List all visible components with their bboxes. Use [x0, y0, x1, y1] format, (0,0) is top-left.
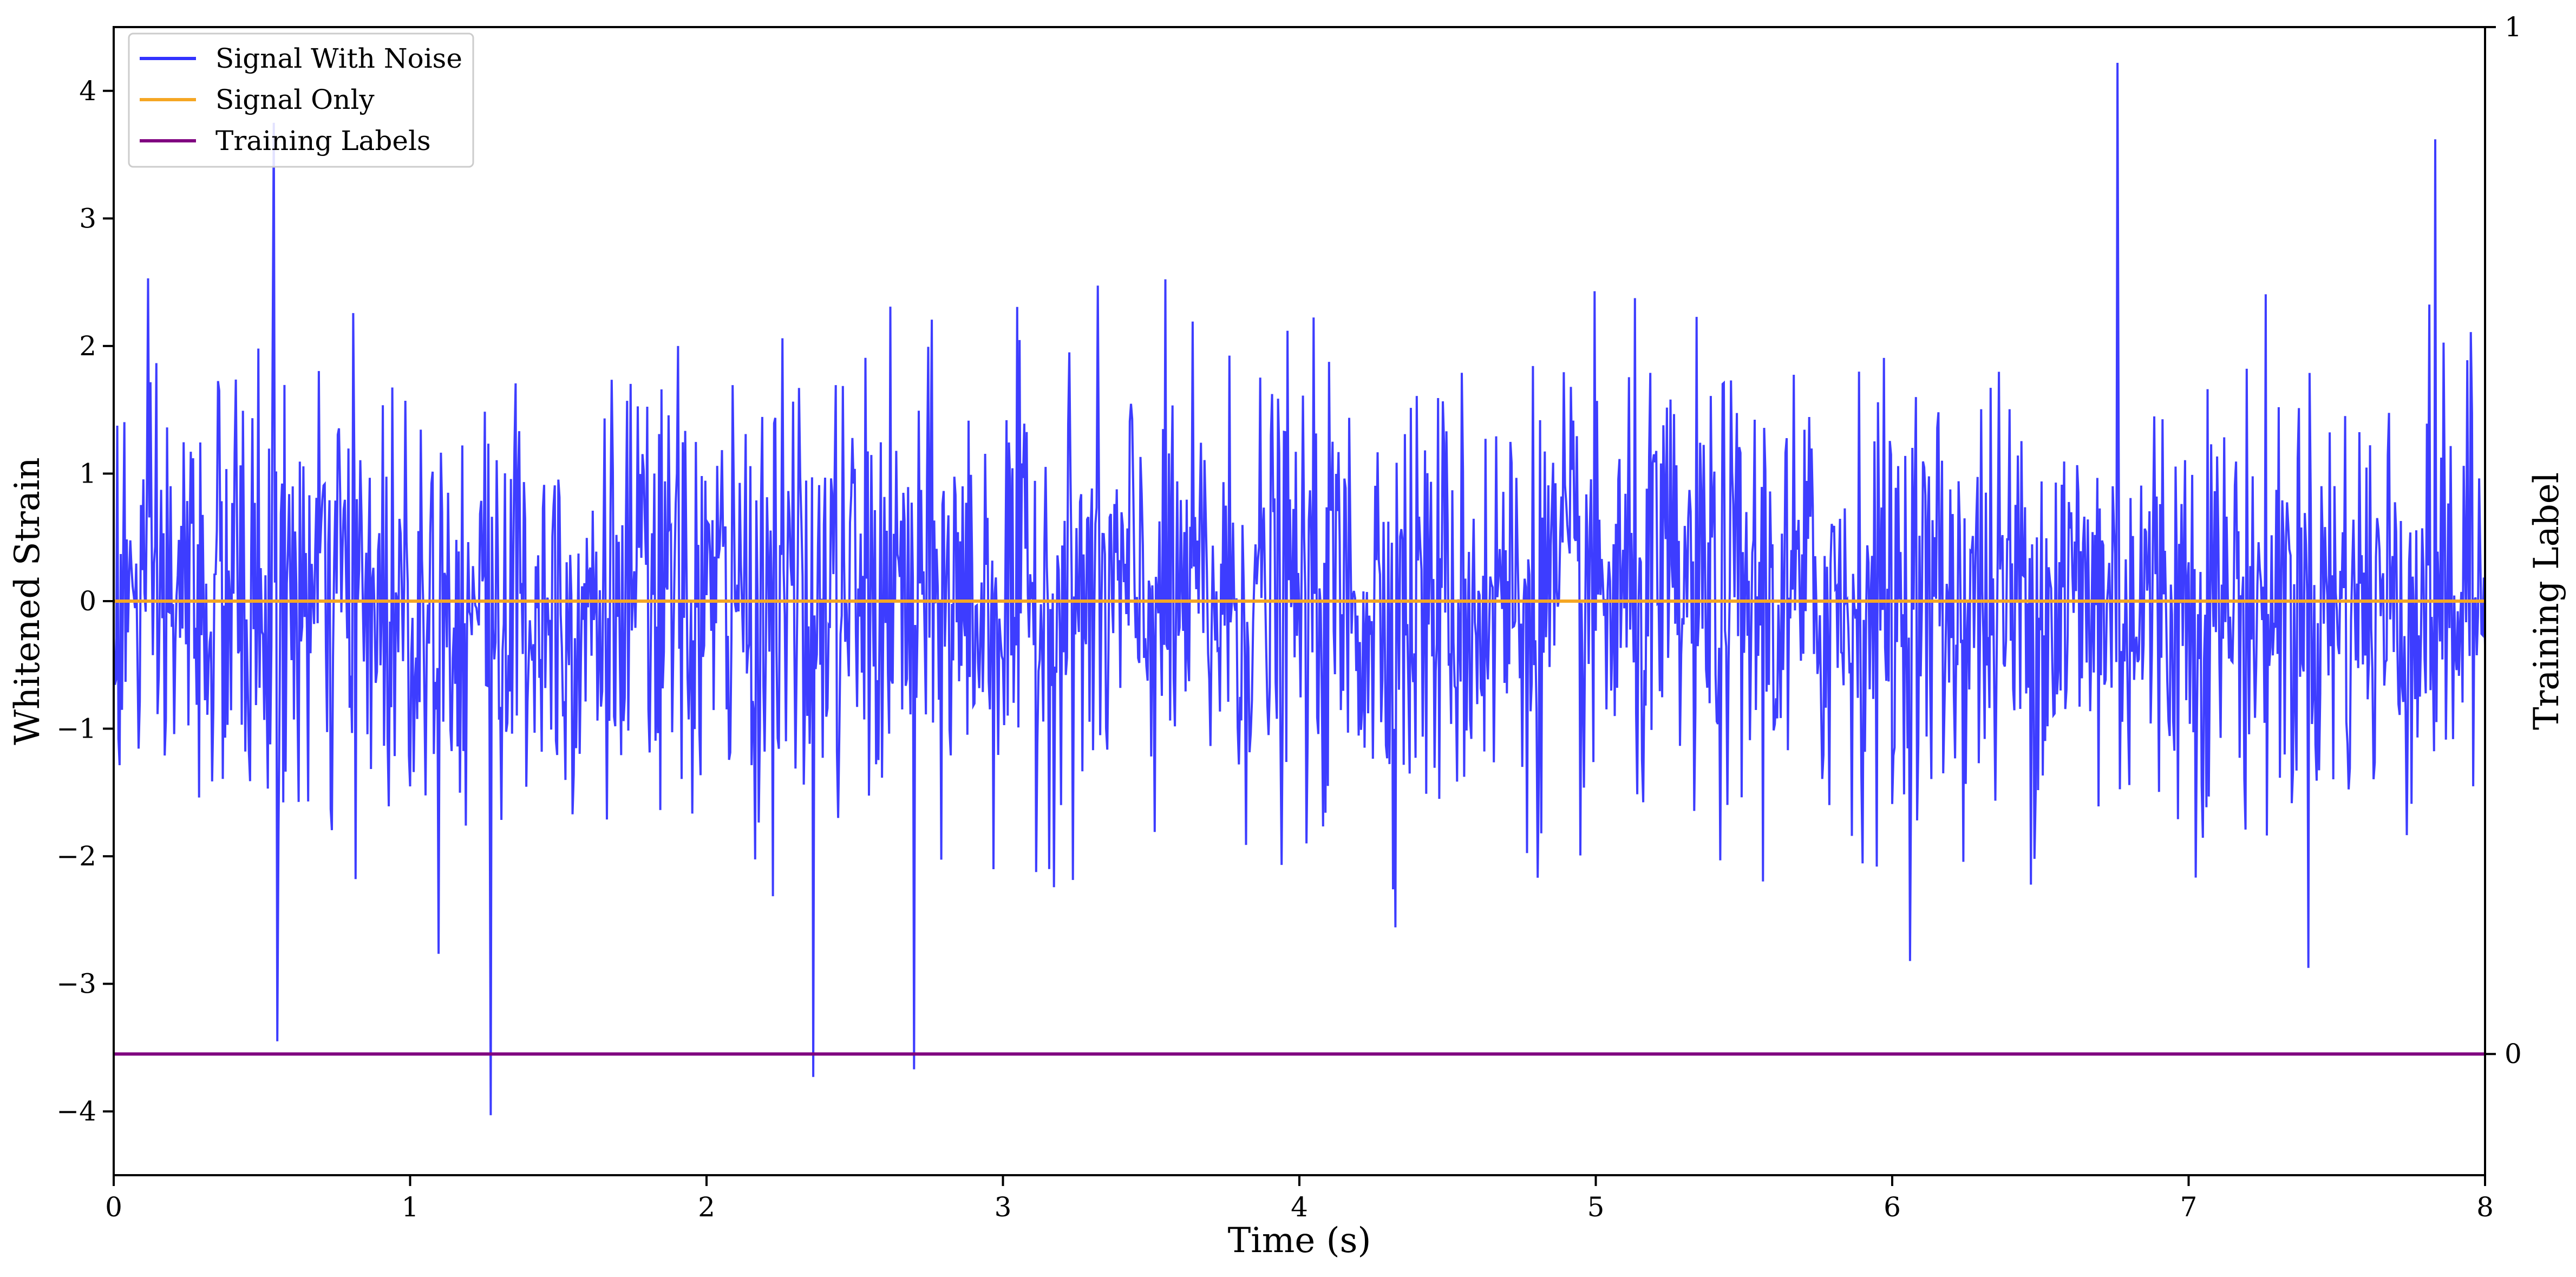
x-tick-label: 7 — [2180, 1191, 2198, 1223]
x-tick-label: 4 — [1291, 1191, 1308, 1223]
y-tick-label: −2 — [56, 841, 96, 872]
legend-label-signal-only: Signal Only — [215, 84, 375, 115]
x-tick-label: 3 — [995, 1191, 1012, 1223]
y-axis-label: Whitened Strain — [8, 457, 48, 745]
x-tick-label: 8 — [2476, 1191, 2494, 1223]
series-signal-with-noise — [113, 62, 2486, 1116]
legend-label-training-labels: Training Labels — [215, 125, 431, 157]
y-tick-label: 3 — [79, 203, 96, 234]
x-tick-label: 2 — [698, 1191, 715, 1223]
y2-axis-label: Training Label — [2527, 472, 2567, 730]
legend-box — [128, 32, 474, 168]
legend: Signal With Noise Signal Only Training L… — [128, 32, 474, 168]
tick-layer: 0 1 2 3 4 5 6 7 8 −4 −3 −2 −1 0 1 2 3 4 0 1 — [56, 11, 2522, 1223]
y-tick-label: 1 — [79, 458, 96, 489]
series-layer — [113, 62, 2486, 1116]
x-tick-label: 0 — [105, 1191, 122, 1223]
x-axis-label: Time (s) — [1228, 1221, 1371, 1261]
y-tick-label: 0 — [79, 585, 96, 617]
y-tick-label: −4 — [56, 1096, 96, 1127]
y-tick-label: −3 — [56, 968, 96, 1000]
y-tick-label: 2 — [79, 330, 96, 362]
legend-label-signal-with-noise: Signal With Noise — [215, 43, 462, 74]
x-tick-label: 5 — [1587, 1191, 1605, 1223]
y2-tick-label: 0 — [2505, 1038, 2522, 1070]
y2-tick-label: 1 — [2505, 11, 2522, 43]
x-tick-label: 6 — [1884, 1191, 1901, 1223]
x-tick-label: 1 — [402, 1191, 419, 1223]
y-tick-label: 4 — [79, 75, 96, 107]
y-tick-label: −1 — [56, 713, 96, 745]
